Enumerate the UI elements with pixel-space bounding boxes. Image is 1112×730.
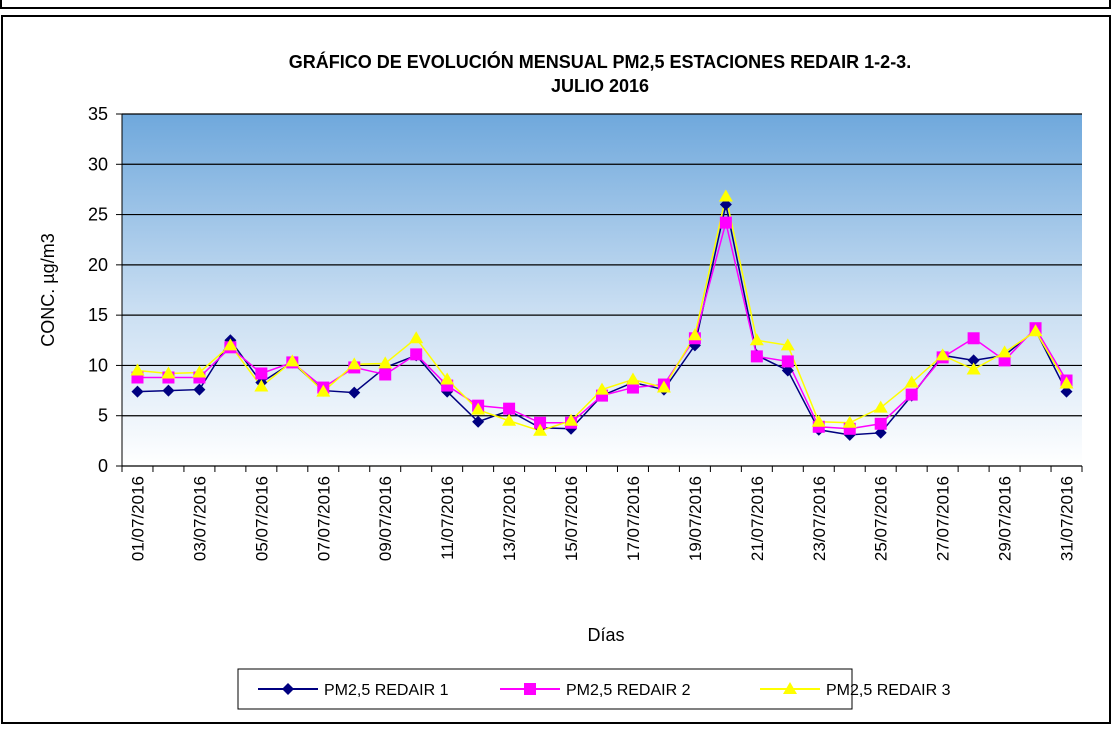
marker — [625, 372, 640, 385]
marker — [967, 354, 980, 367]
legend-label: PM2,5 REDAIR 3 — [826, 682, 951, 699]
marker — [966, 362, 981, 375]
marker — [533, 423, 548, 436]
marker — [997, 345, 1012, 358]
marker — [874, 417, 887, 430]
marker — [440, 372, 455, 385]
chart-title: JULIO 2016 — [551, 76, 649, 96]
marker — [378, 356, 393, 369]
y-tick-label: 15 — [88, 305, 108, 325]
marker — [192, 365, 207, 378]
marker — [254, 379, 269, 392]
x-tick-label: 29/07/2016 — [996, 476, 1015, 561]
marker — [285, 354, 300, 367]
marker — [524, 683, 536, 695]
marker — [719, 216, 732, 229]
y-tick-label: 25 — [88, 205, 108, 225]
marker — [282, 683, 294, 695]
marker — [564, 413, 579, 426]
marker — [255, 367, 268, 380]
marker — [161, 366, 176, 379]
x-tick-label: 05/07/2016 — [252, 476, 271, 561]
marker — [749, 333, 764, 346]
marker — [750, 350, 763, 363]
marker — [595, 382, 609, 395]
marker — [842, 415, 857, 428]
marker — [472, 415, 485, 428]
marker — [811, 414, 826, 427]
y-tick-label: 20 — [88, 255, 108, 275]
legend-label: PM2,5 REDAIR 1 — [324, 682, 449, 699]
x-tick-label: 25/07/2016 — [872, 476, 891, 561]
x-tick-label: 17/07/2016 — [624, 476, 643, 561]
marker — [998, 354, 1011, 367]
y-axis-title: CONC. µg/m3 — [38, 233, 58, 346]
y-tick-label: 0 — [98, 456, 108, 476]
marker — [904, 375, 919, 388]
marker — [781, 355, 794, 368]
marker — [409, 331, 424, 344]
marker — [656, 380, 671, 393]
marker — [131, 385, 144, 398]
x-tick-label: 21/07/2016 — [748, 476, 767, 561]
marker — [783, 682, 797, 694]
x-tick-label: 19/07/2016 — [686, 476, 705, 561]
y-tick-label: 30 — [88, 154, 108, 174]
marker — [1060, 385, 1073, 398]
marker — [471, 402, 486, 415]
marker — [348, 386, 361, 399]
marker — [379, 368, 392, 381]
marker — [626, 381, 639, 394]
marker — [687, 328, 702, 341]
x-tick-label: 11/07/2016 — [438, 476, 457, 560]
x-tick-label: 01/07/2016 — [128, 476, 147, 561]
marker — [1028, 324, 1043, 337]
marker — [780, 338, 795, 351]
marker — [905, 388, 918, 401]
marker — [130, 363, 145, 376]
marker — [874, 426, 887, 439]
marker — [410, 348, 423, 361]
y-tick-label: 35 — [88, 104, 108, 124]
x-tick-label: 15/07/2016 — [562, 476, 581, 561]
marker — [534, 416, 547, 429]
x-tick-label: 13/07/2016 — [500, 476, 519, 561]
marker — [1059, 376, 1074, 389]
marker — [316, 384, 331, 397]
marker — [503, 402, 516, 415]
x-tick-label: 27/07/2016 — [934, 476, 953, 561]
marker — [223, 338, 238, 351]
marker — [347, 357, 362, 370]
x-tick-label: 09/07/2016 — [376, 476, 395, 561]
marker — [718, 189, 733, 202]
x-tick-label: 23/07/2016 — [810, 476, 829, 561]
marker — [967, 332, 980, 345]
marker — [935, 348, 950, 361]
chart-title: GRÁFICO DE EVOLUCIÓN MENSUAL PM2,5 ESTAC… — [289, 51, 911, 72]
y-tick-label: 5 — [98, 406, 108, 426]
x-tick-label: 03/07/2016 — [190, 476, 209, 561]
plot-area — [122, 114, 1082, 466]
top-frame — [0, 0, 1111, 9]
x-axis-title: Días — [587, 625, 624, 645]
legend-label: PM2,5 REDAIR 2 — [566, 682, 691, 699]
marker — [781, 364, 794, 377]
y-tick-label: 10 — [88, 355, 108, 375]
marker — [193, 383, 206, 396]
marker — [873, 400, 888, 413]
marker — [719, 198, 732, 211]
marker — [162, 384, 175, 397]
marker — [502, 413, 517, 426]
x-tick-label: 31/07/2016 — [1058, 476, 1077, 561]
x-tick-label: 07/07/2016 — [314, 476, 333, 561]
